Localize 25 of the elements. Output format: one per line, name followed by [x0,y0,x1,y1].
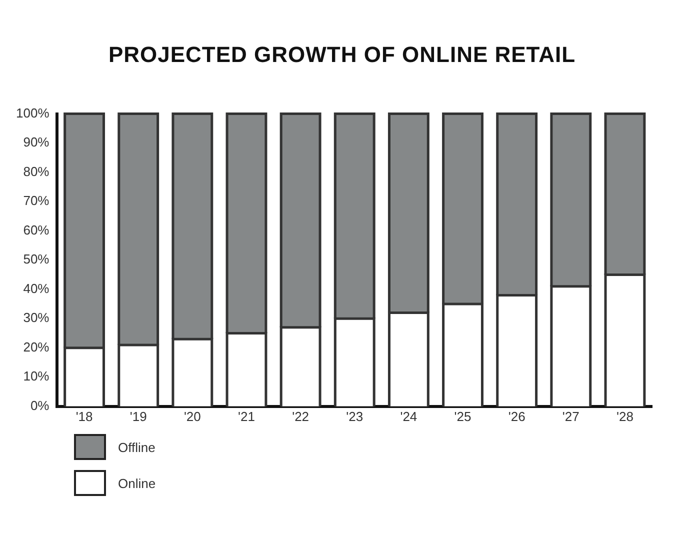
y-tick-label: 20% [23,339,50,354]
x-tick-label: '24 [400,408,418,424]
y-tick-label: 50% [23,252,50,267]
x-tick-label: '26 [508,408,526,424]
x-tick-label: '21 [238,408,255,424]
x-tick-label: '22 [292,408,310,424]
x-tick-label: '27 [562,408,580,424]
y-tick-label: 70% [23,193,50,208]
x-tick-label: '18 [76,408,93,424]
y-tick-label: 30% [23,310,50,326]
x-tick-label: '19 [130,408,147,424]
x-tick-label: '23 [346,408,364,424]
x-tick-label: '28 [616,408,634,424]
y-tick-label: 0% [30,398,50,413]
legend-label: Online [118,476,156,490]
y-tick-label: 80% [23,164,50,179]
y-tick-label: 60% [23,222,50,238]
y-tick-label: 40% [23,280,50,296]
y-tick-label: 10% [23,368,50,384]
x-tick-label: '20 [184,408,201,424]
chart-title: PROJECTED GROWTH OF ONLINE RETAIL [107,42,577,68]
legend-label: Offline [118,440,156,454]
y-tick-label: 100% [16,105,50,120]
y-tick-label: 90% [23,134,50,150]
x-tick-label: '25 [454,408,472,424]
